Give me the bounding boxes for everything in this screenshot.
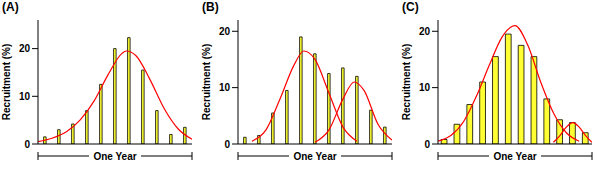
svg-text:One Year: One Year: [293, 151, 336, 162]
svg-text:20: 20: [419, 26, 431, 37]
svg-text:10: 10: [419, 82, 431, 93]
svg-text:10: 10: [219, 82, 231, 93]
svg-text:One Year: One Year: [493, 151, 536, 162]
svg-text:Recruitment (%): Recruitment (%): [401, 44, 412, 121]
svg-text:20: 20: [19, 43, 31, 54]
svg-text:0: 0: [424, 139, 430, 150]
svg-text:0: 0: [24, 139, 30, 150]
svg-text:0: 0: [224, 139, 230, 150]
svg-text:20: 20: [219, 26, 231, 37]
svg-text:Recruitment (%): Recruitment (%): [201, 44, 212, 121]
svg-text:10: 10: [19, 91, 31, 102]
html-text:(B): (B): [202, 0, 219, 14]
html-text:(C): (C): [402, 0, 419, 14]
html-text:(A): (A): [2, 0, 19, 14]
svg-text:Recruitment (%): Recruitment (%): [8, 44, 12, 121]
svg-text:One Year: One Year: [93, 151, 136, 162]
